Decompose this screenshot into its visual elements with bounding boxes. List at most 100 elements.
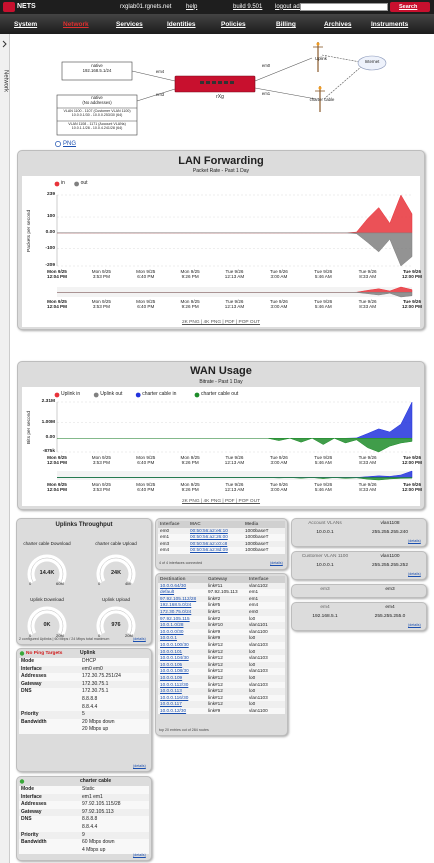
- details-link[interactable]: (details): [408, 539, 421, 543]
- details-link[interactable]: (details): [133, 853, 146, 857]
- table-cell[interactable]: 10.0.0.101: [158, 648, 206, 656]
- header-link[interactable]: build 9.501: [233, 3, 263, 10]
- table-row: em1 00:50:56:a2:26:00 1000baseT: [158, 534, 285, 541]
- chart-footer[interactable]: 2K PNG | 4K PNG | PDF | POP OUT: [181, 499, 261, 504]
- diagram-label: Internet: [364, 59, 380, 64]
- table-row: default 97.92.105.113 em1: [158, 589, 285, 596]
- table-cell: 9: [80, 831, 149, 840]
- gauge-min: 0: [29, 581, 32, 586]
- table-cell[interactable]: 00:50:56:a2:8d:09: [188, 547, 243, 554]
- table-cell: em0: [158, 527, 188, 535]
- table-cell: link#12: [206, 641, 247, 649]
- interfaces-table: Interface MAC Media em0 00:50:56:a2:e6:10 100…: [158, 521, 285, 554]
- series-area: [57, 477, 413, 481]
- table-row: em4 00:50:56:a2:8d:09 1000baseT: [158, 547, 285, 554]
- routes-table: Destination Gateway Interface 10.0.0.64/30 l…: [158, 576, 285, 715]
- table-cell[interactable]: 10.0.0.117: [158, 701, 206, 708]
- table-cell: 172.30.75.251/24: [80, 673, 149, 681]
- table-row: 10.0.0.113 link#12 lo0: [158, 688, 285, 695]
- nav-item[interactable]: Policies: [221, 21, 246, 28]
- x-tick-label: Tue 9/26 12:13 AM: [224, 269, 245, 280]
- table-cell[interactable]: 10.0.0.1: [158, 635, 206, 642]
- diagram-label: Uplink: [315, 56, 327, 61]
- nav-item[interactable]: Archives: [324, 21, 352, 28]
- table-cell: em1: [247, 595, 285, 603]
- table-cell[interactable]: 97.92.105.112/28: [158, 595, 206, 603]
- nav-item[interactable]: Instruments: [371, 21, 409, 28]
- table-cell: em3: [158, 540, 188, 548]
- table-cell: Bandwidth: [19, 839, 80, 855]
- nav-item[interactable]: Network: [63, 21, 89, 28]
- nav-item[interactable]: Services: [116, 21, 143, 28]
- table-cell: link#12: [206, 694, 247, 702]
- table-cell: em0 em0: [80, 665, 149, 674]
- uplink-name: Uplink: [80, 650, 96, 656]
- gauge-outline: [30, 609, 64, 635]
- table-row: 10.0.0.12/30 link#9 vlan1100: [158, 707, 285, 715]
- x-tick-label: Tue 9/26 8:33 AM: [358, 482, 377, 493]
- table-cell[interactable]: 10.0.0.0/30: [158, 628, 206, 636]
- table-cell[interactable]: 00:50:56:a2:e6:10: [188, 527, 243, 535]
- x-tick-label: Tue 9/26 12:13 AM: [224, 299, 245, 310]
- legend-marker: [194, 392, 200, 398]
- diagram-label: native 192.168.5.1/24: [82, 63, 112, 73]
- legend-label: Uplink in: [61, 391, 81, 397]
- table-cell[interactable]: 10.0.0.64/30: [158, 582, 206, 590]
- table-cell: vlan1101: [247, 622, 285, 629]
- table-cell: em0: [247, 608, 285, 616]
- table-cell: link#9: [206, 628, 247, 636]
- chart-area: [22, 387, 420, 506]
- diagram-label: native (No addresses): [82, 95, 112, 105]
- table-cell[interactable]: default: [158, 589, 206, 596]
- table-cell[interactable]: 10.0.0.105: [158, 661, 206, 669]
- table-row: Mode DHCP: [19, 658, 149, 666]
- table-row: 172.30.75.0/24 link#1 em0: [158, 608, 285, 616]
- search-button[interactable]: [390, 2, 430, 12]
- table-cell[interactable]: 00:50:56:a2:26:00: [188, 534, 243, 541]
- chart-footer[interactable]: 2K PNG | 4K PNG | PDF | POP OUT: [181, 320, 261, 325]
- table-cell[interactable]: 10.0.0.108/30: [158, 668, 206, 675]
- table-cell[interactable]: 00:50:56:a2:c0:c8: [188, 540, 243, 548]
- table-cell[interactable]: 10.0.0.104/30: [158, 655, 206, 662]
- table-cell[interactable]: 10.0.1.0/28: [158, 622, 206, 629]
- header-row: Destination Gateway Interface: [158, 576, 285, 583]
- table-cell[interactable]: 10.0.0.113: [158, 688, 206, 695]
- logo: NETS: [17, 3, 36, 10]
- table-row: Addresses 172.30.75.251/24: [19, 673, 149, 681]
- nav-item[interactable]: System: [14, 21, 38, 28]
- x-tick-label: Mon 9/25 3:53 PM: [91, 269, 111, 280]
- table-row: Interface em1 em1: [19, 793, 149, 802]
- nav-item[interactable]: Billing: [276, 21, 296, 28]
- table-cell[interactable]: 10.0.0.112/30: [158, 681, 206, 689]
- device-port: [224, 81, 228, 84]
- x-tick-label: Mon 9/25 9:26 PM: [180, 269, 200, 280]
- header-link[interactable]: help: [186, 3, 198, 10]
- table-cell[interactable]: 10.0.0.109: [158, 674, 206, 682]
- search-input[interactable]: [300, 3, 388, 11]
- details-link[interactable]: (details): [408, 623, 421, 627]
- table-row: 10.0.0.64/30 link#11 vlan1102: [158, 582, 285, 590]
- table-row: Addresses 97.92.105.115/28: [19, 801, 149, 809]
- table-cell[interactable]: 10.0.0.116/30: [158, 694, 206, 702]
- vlan-address: 10.0.0.1: [316, 530, 334, 535]
- y-axis-label: Bits per second: [27, 410, 32, 444]
- details-link[interactable]: (details): [133, 637, 146, 641]
- table-cell[interactable]: 97.92.105.115: [158, 615, 206, 623]
- table-cell[interactable]: 10.0.0.100/30: [158, 641, 206, 649]
- table-cell: link#12: [206, 655, 247, 662]
- gauge-max: 60M: [56, 581, 64, 586]
- gauge-min: 0: [29, 633, 32, 638]
- diagram-label: em1: [261, 91, 271, 96]
- nav-item[interactable]: Identities: [167, 21, 196, 28]
- search-button-label[interactable]: Search: [399, 4, 418, 10]
- vlan-name: Account VLANs: [308, 521, 342, 526]
- details-link[interactable]: (details): [270, 561, 283, 565]
- details-link[interactable]: (details): [133, 764, 146, 768]
- table-row: Bandwidth 60 Mbps down 4 Mbps up: [19, 839, 149, 855]
- details-link[interactable]: (details): [408, 572, 421, 576]
- table-cell[interactable]: 172.30.75.0/24: [158, 608, 206, 616]
- table-cell: lo0: [247, 615, 285, 623]
- table-cell[interactable]: 192.168.5.0/24: [158, 602, 206, 609]
- table-cell[interactable]: 10.0.0.12/30: [158, 707, 206, 715]
- png-link[interactable]: PNG: [63, 141, 77, 147]
